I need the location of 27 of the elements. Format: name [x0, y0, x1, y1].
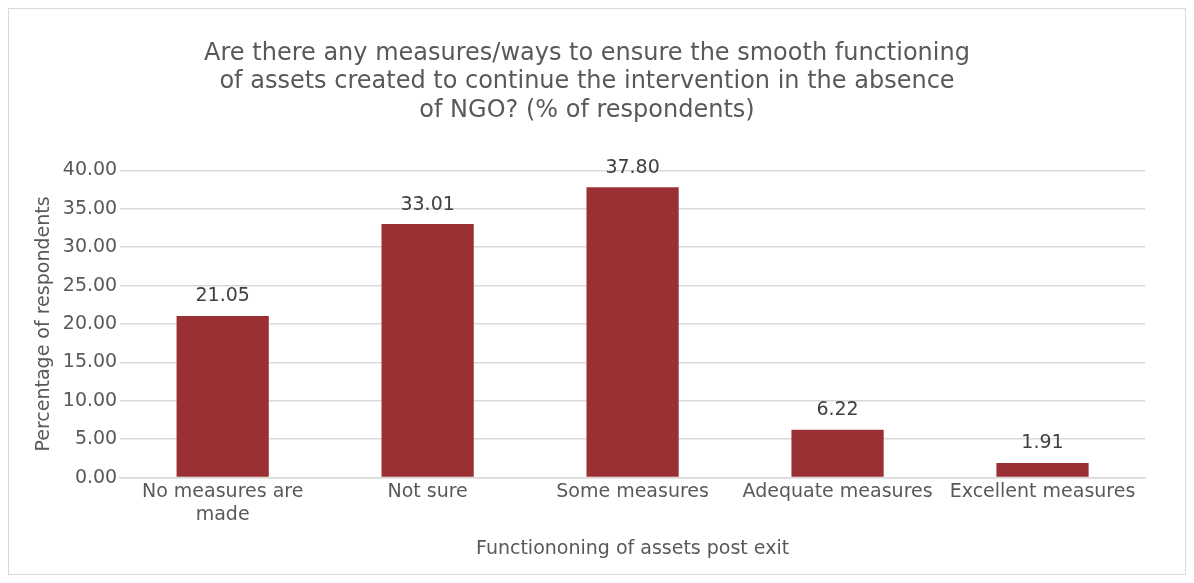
bar: [791, 429, 884, 477]
y-tick-label: 5.00: [74, 426, 118, 449]
y-tick-label: 35.00: [62, 195, 118, 218]
data-label: 33.01: [400, 191, 455, 214]
y-tick-label: 30.00: [62, 234, 118, 257]
y-axis-title: Percentage of respondents: [31, 196, 54, 452]
bar: [996, 462, 1089, 477]
data-label: 37.80: [605, 154, 660, 177]
x-tick-label: Some measures: [556, 478, 709, 501]
y-tick-label: 0.00: [74, 464, 118, 487]
x-axis-title: Functiononing of assets post exit: [476, 535, 790, 558]
data-label: 21.05: [195, 283, 250, 306]
data-label: 1.91: [1021, 430, 1064, 453]
bar: [381, 224, 474, 477]
y-tick-label: 10.00: [62, 387, 118, 410]
data-label: 6.22: [816, 397, 859, 420]
y-tick-label: 15.00: [62, 349, 118, 372]
x-tick-label: Not sure: [387, 478, 468, 501]
chart-title: Are there any measures/ways to ensure the smooth functioning of assets created to continue the intervention in the absence of NGO? (% of respondents): [204, 37, 970, 124]
x-tick-label: Excellent measures: [949, 478, 1136, 501]
bar: [176, 315, 269, 477]
x-tick-label: No measures are made: [141, 478, 304, 524]
y-tick-label: 25.00: [62, 272, 118, 295]
y-tick-label: 40.00: [62, 157, 118, 180]
bar: [586, 187, 679, 477]
x-tick-label: Adequate measures: [742, 478, 933, 501]
y-tick-label: 20.00: [62, 310, 118, 333]
